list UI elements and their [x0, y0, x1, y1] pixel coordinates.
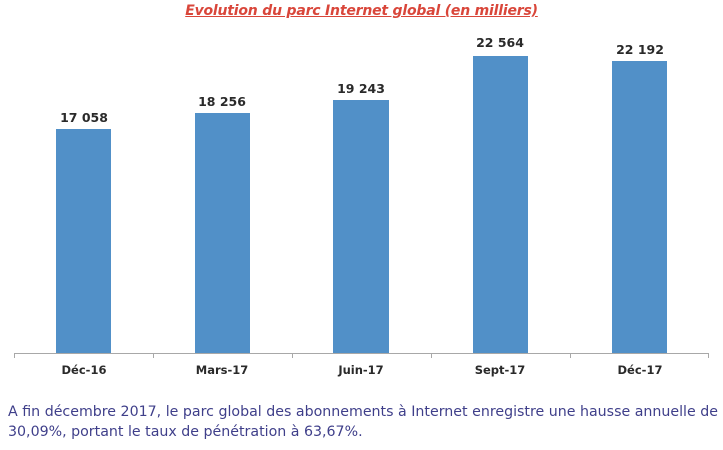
x-axis-line: [14, 353, 708, 354]
value-label: 22 564: [476, 35, 524, 50]
x-axis-label: Déc-17: [617, 363, 663, 377]
x-axis-tick: [570, 353, 571, 358]
value-label: 17 058: [60, 110, 108, 125]
chart-caption: A fin décembre 2017, le parc global des …: [8, 404, 718, 440]
bar-dec-16: [56, 129, 111, 353]
x-axis-tick: [14, 353, 15, 358]
x-axis-label: Mars-17: [195, 363, 249, 377]
bar-dec-17: [612, 61, 667, 353]
x-axis-label: Déc-16: [61, 363, 107, 377]
bar-sept-17: [473, 56, 528, 353]
x-axis-tick: [708, 353, 709, 358]
value-label: 18 256: [198, 94, 246, 109]
chart-plot-area: 17 058 18 256 19 243 22 564 22 192 Déc-1…: [14, 35, 709, 377]
x-axis-label: Sept-17: [474, 363, 526, 377]
bar-juin-17: [333, 100, 389, 353]
value-label: 19 243: [337, 81, 385, 96]
x-axis-tick: [431, 353, 432, 358]
chart-title: Evolution du parc Internet global (en mi…: [185, 3, 538, 19]
x-axis-label: Juin-17: [338, 363, 384, 377]
x-axis-tick: [153, 353, 154, 358]
value-label: 22 192: [616, 42, 664, 57]
bar-mars-17: [195, 113, 250, 353]
x-axis-tick: [292, 353, 293, 358]
